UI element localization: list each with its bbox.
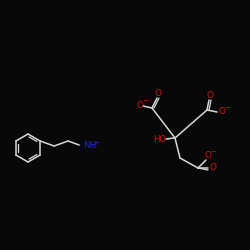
Text: O: O	[204, 152, 212, 160]
Text: +: +	[93, 140, 99, 146]
Text: 3: 3	[90, 144, 94, 150]
Text: O: O	[218, 108, 226, 116]
Text: −: −	[224, 105, 230, 111]
Text: NH: NH	[83, 140, 96, 149]
Text: −: −	[142, 98, 148, 104]
Text: O: O	[206, 92, 214, 100]
Text: O: O	[136, 100, 143, 110]
Text: −: −	[210, 149, 216, 155]
Text: O: O	[154, 90, 162, 98]
Text: O: O	[210, 164, 216, 172]
Text: HO: HO	[154, 136, 166, 144]
